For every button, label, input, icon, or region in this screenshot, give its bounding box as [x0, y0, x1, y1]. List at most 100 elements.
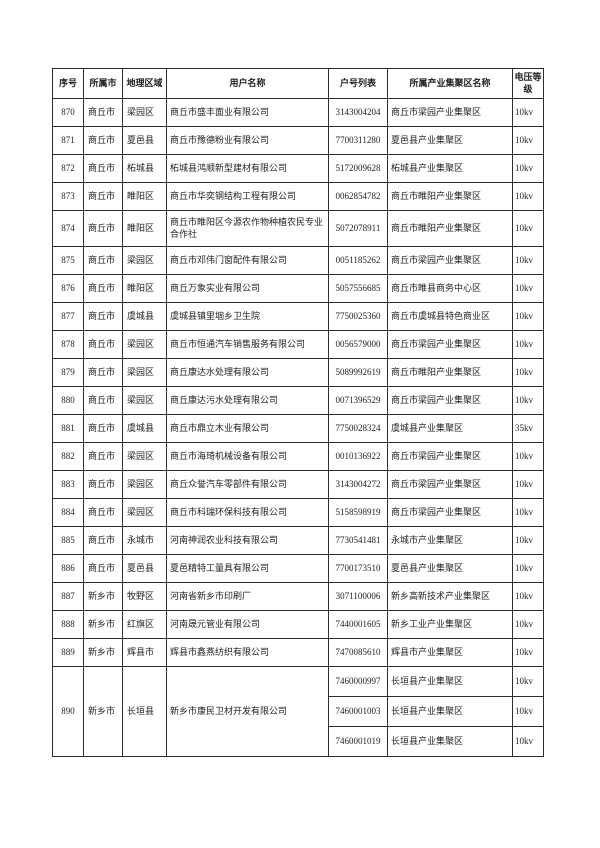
header-account-list: 户号列表	[328, 68, 388, 99]
seq-cell: 872	[52, 154, 84, 183]
city-cell: 商丘市	[83, 358, 123, 387]
table-row: 889 新乡市 辉县市 辉县市鑫燕纺织有限公司 7470085610 辉县市产业集聚区 10…	[52, 638, 544, 667]
voltage-cell: 10kv	[512, 696, 544, 727]
seq-cell: 882	[52, 442, 84, 471]
seq-cell: 887	[52, 582, 84, 611]
city-cell: 商丘市	[83, 526, 123, 555]
table-row: 877 商丘市 虞城县 虞城县镇里堌乡卫生院 7750025360 商丘市虞城县特色商业区…	[52, 302, 544, 331]
voltage-cell: 10kv	[512, 666, 544, 697]
table-row: 880 商丘市 梁园区 商丘康达污水处理有限公司 0071396529 商丘市梁园产业集聚…	[52, 386, 544, 415]
voltage-cell: 10kv	[512, 182, 544, 211]
seq-cell: 879	[52, 358, 84, 387]
cluster-cell: 商丘市睢阳产业集聚区	[387, 358, 513, 387]
account-no-cell: 7750025360	[328, 302, 388, 331]
account-no-cell: 0010136922	[328, 442, 388, 471]
cluster-cell: 长垣县产业集聚区	[387, 696, 513, 727]
table-row: 881 商丘市 虞城县 商丘市鼎立木业有限公司 7750028324 虞城县产业集聚区 35…	[52, 414, 544, 443]
city-cell: 新乡市	[83, 638, 123, 667]
city-cell: 商丘市	[83, 498, 123, 527]
seq-cell: 871	[52, 126, 84, 155]
seq-cell: 876	[52, 274, 84, 303]
table-row: 876 商丘市 睢阳区 商丘万象实业有限公司 5057556685 商丘市睢县商务中心区 1…	[52, 274, 544, 303]
header-region: 地理区域	[122, 68, 167, 99]
user-name-cell: 新乡市康民卫材开发有限公司	[166, 666, 329, 757]
account-no-cell: 3071100006	[328, 582, 388, 611]
account-no-cell: 0071396529	[328, 386, 388, 415]
table-row: 883 商丘市 梁园区 商丘众誉汽车零部件有限公司 3143004272 商丘市梁园产业集…	[52, 470, 544, 499]
seq-cell: 890	[52, 666, 84, 757]
voltage-cell: 10kv	[512, 154, 544, 183]
region-cell: 睢阳区	[122, 182, 167, 211]
table-row: 7460001019 长垣县产业集聚区 10kv	[53, 726, 544, 757]
table-row: 884 商丘市 梁园区 商丘市科瑞环保科技有限公司 5158598919 商丘市梁园产业集…	[52, 498, 544, 527]
cluster-cell: 长垣县产业集聚区	[387, 726, 513, 757]
seq-cell: 870	[52, 98, 84, 127]
cluster-cell: 永城市产业集聚区	[387, 526, 513, 555]
seq-cell: 886	[52, 554, 84, 583]
city-cell: 商丘市	[83, 302, 123, 331]
cluster-cell: 长垣县产业集聚区	[387, 666, 513, 697]
header-seq: 序号	[52, 68, 84, 99]
voltage-cell: 10kv	[512, 126, 544, 155]
region-cell: 梁园区	[122, 330, 167, 359]
account-no-cell: 5072078911	[328, 210, 388, 247]
region-cell: 夏邑县	[122, 554, 167, 583]
table-body: 870 商丘市 梁园区 商丘市盛丰面业有限公司 3143004204 商丘市梁园产业集聚区…	[52, 98, 544, 757]
user-name-cell: 商丘市海琦机械设备有限公司	[166, 442, 329, 471]
voltage-cell: 10kv	[512, 442, 544, 471]
region-cell: 柘城县	[122, 154, 167, 183]
account-no-cell: 0062854782	[328, 182, 388, 211]
account-no-cell: 5089992619	[328, 358, 388, 387]
cluster-cell: 商丘市梁园产业集聚区	[387, 386, 513, 415]
region-cell: 梁园区	[122, 498, 167, 527]
region-cell: 梁园区	[122, 442, 167, 471]
cluster-cell: 虞城县产业集聚区	[387, 414, 513, 443]
account-no-cell: 0051185262	[328, 246, 388, 275]
account-no-cell: 7460001019	[328, 726, 388, 757]
table-row: 888 新乡市 红旗区 河南晟元管业有限公司 7440001605 新乡工业产业集聚区 10…	[52, 610, 544, 639]
region-cell: 梁园区	[122, 246, 167, 275]
user-cluster-table: 序号 所属市 地理区域 用户名称 户号列表 所属产业集聚区名称 电压等级 870…	[52, 68, 544, 757]
region-cell: 梁园区	[122, 386, 167, 415]
user-name-cell: 商丘市豫德粉业有限公司	[166, 126, 329, 155]
user-name-cell: 商丘康达水处理有限公司	[166, 358, 329, 387]
seq-cell: 885	[52, 526, 84, 555]
table-row: 886 商丘市 夏邑县 夏邑精特工量具有限公司 7700173510 夏邑县产业集聚区 10…	[52, 554, 544, 583]
header-voltage-level: 电压等级	[512, 68, 544, 99]
user-name-cell: 商丘众誉汽车零部件有限公司	[166, 470, 329, 499]
user-name-cell: 河南省新乡市印刷厂	[166, 582, 329, 611]
cluster-cell: 商丘市梁园产业集聚区	[387, 470, 513, 499]
table-row: 882 商丘市 梁园区 商丘市海琦机械设备有限公司 0010136922 商丘市梁园产业集…	[52, 442, 544, 471]
cluster-cell: 商丘市梁园产业集聚区	[387, 246, 513, 275]
voltage-cell: 10kv	[512, 246, 544, 275]
table-row: 890 新乡市 长垣县 新乡市康民卫材开发有限公司 7460000997 长垣县产业集聚区…	[52, 666, 544, 757]
header-city: 所属市	[83, 68, 123, 99]
table-row: 885 商丘市 永城市 河南神润农业科技有限公司 7730541481 永城市产业集聚区 1…	[52, 526, 544, 555]
seq-cell: 889	[52, 638, 84, 667]
voltage-cell: 10kv	[512, 526, 544, 555]
user-name-cell: 商丘市盛丰面业有限公司	[166, 98, 329, 127]
table-row: 872 商丘市 柘城县 柘城县鸿顺新型建材有限公司 5172009628 柘城县产业集聚区…	[52, 154, 544, 183]
account-no-cell: 7700173510	[328, 554, 388, 583]
account-no-cell: 7460001003	[328, 696, 388, 727]
voltage-cell: 10kv	[512, 98, 544, 127]
user-name-cell: 商丘市邓伟门窗配件有限公司	[166, 246, 329, 275]
region-cell: 牧野区	[122, 582, 167, 611]
user-name-cell: 虞城县镇里堌乡卫生院	[166, 302, 329, 331]
voltage-cell: 10kv	[512, 638, 544, 667]
cluster-cell: 商丘市梁园产业集聚区	[387, 98, 513, 127]
voltage-cell: 35kv	[512, 414, 544, 443]
city-cell: 商丘市	[83, 210, 123, 247]
user-name-cell: 辉县市鑫燕纺织有限公司	[166, 638, 329, 667]
city-cell: 新乡市	[83, 610, 123, 639]
voltage-cell: 10kv	[512, 498, 544, 527]
user-name-cell: 商丘康达污水处理有限公司	[166, 386, 329, 415]
table-header: 序号 所属市 地理区域 用户名称 户号列表 所属产业集聚区名称 电压等级	[52, 68, 544, 99]
account-no-cell: 7470085610	[328, 638, 388, 667]
city-cell: 商丘市	[83, 126, 123, 155]
voltage-cell: 10kv	[512, 302, 544, 331]
user-name-cell: 商丘市华奕钢结构工程有限公司	[166, 182, 329, 211]
city-cell: 商丘市	[83, 330, 123, 359]
city-cell: 商丘市	[83, 470, 123, 499]
